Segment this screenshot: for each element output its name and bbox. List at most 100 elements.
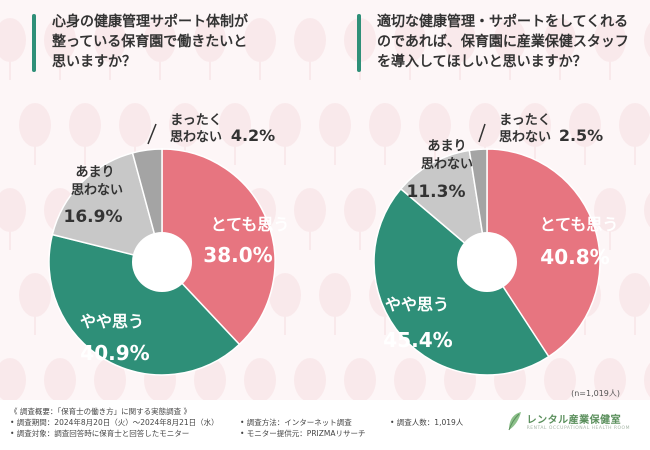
tree-trunk bbox=[284, 143, 286, 165]
tree-trunk bbox=[9, 228, 11, 250]
tree-crown bbox=[244, 18, 276, 62]
survey-notes: 《 調査概要：「保育士の働き方」に関する実態調査 》 • 調査期間：2024年8… bbox=[10, 406, 463, 439]
tree-crown bbox=[344, 188, 376, 232]
label-s2-value: 16.9% bbox=[64, 207, 123, 227]
tree-crown bbox=[344, 358, 376, 400]
tree-crown bbox=[294, 188, 326, 232]
tree-crown bbox=[594, 188, 626, 232]
tree-crown bbox=[94, 18, 126, 62]
tree-trunk bbox=[209, 58, 211, 80]
tree-crown bbox=[644, 192, 650, 228]
tree-crown bbox=[394, 18, 426, 62]
tree-crown bbox=[319, 103, 351, 147]
pie-slice-2 bbox=[51, 151, 164, 264]
tree-crown bbox=[44, 358, 76, 400]
tree-crown bbox=[0, 188, 26, 232]
label-s2-name-2: 思わない bbox=[421, 157, 473, 172]
tree-crown bbox=[0, 358, 26, 400]
pie-slice-1 bbox=[48, 233, 241, 376]
tree-trunk bbox=[84, 143, 86, 165]
label-s2-value: 11.3% bbox=[407, 182, 466, 202]
tree-trunk bbox=[584, 143, 586, 165]
tree-trunk bbox=[309, 228, 311, 250]
right-chart-panel: 適切な健康管理・サポートをしてくれる のであれば、保育園に産業保健スタッフ を導… bbox=[325, 0, 650, 400]
tree-trunk bbox=[509, 398, 511, 400]
label-s0-name: とても思う bbox=[211, 215, 290, 234]
tree-crown bbox=[369, 103, 401, 147]
pie-slice-1 bbox=[373, 187, 550, 376]
tree-crown bbox=[119, 103, 151, 147]
brand-logo: レンタル産業保健室 RENTAL OCCUPATIONAL HEALTH ROO… bbox=[505, 410, 630, 432]
tree-trunk bbox=[334, 143, 336, 165]
tree-trunk bbox=[609, 228, 611, 250]
tree-crown bbox=[519, 103, 551, 147]
tree-trunk bbox=[9, 398, 11, 400]
donut-hole bbox=[132, 232, 192, 292]
label-s0-name: とても思う bbox=[540, 215, 619, 234]
tree-trunk bbox=[9, 58, 11, 80]
survey-period: • 調査期間：2024年8月20日（火）～2024年8月21日（水） bbox=[10, 418, 219, 427]
survey-method: • 調査方法：インターネット調査 bbox=[240, 418, 352, 427]
tree-crown bbox=[394, 358, 426, 400]
tree-crown bbox=[19, 273, 51, 317]
tree-trunk bbox=[259, 58, 261, 80]
tree-crown bbox=[169, 103, 201, 147]
tree-crown bbox=[244, 358, 276, 400]
tree-crown bbox=[69, 103, 101, 147]
tree-trunk bbox=[34, 143, 36, 165]
tree-crown bbox=[644, 22, 650, 58]
tree-trunk bbox=[409, 58, 411, 80]
tree-crown bbox=[94, 358, 126, 400]
pie-slice-0 bbox=[161, 148, 276, 346]
tree-crown bbox=[619, 273, 650, 317]
label-s3-name-1: まったく bbox=[170, 113, 221, 128]
label-s3-name-2: 思わない bbox=[499, 130, 551, 145]
label-s1-name: やや思う bbox=[385, 295, 449, 314]
question-accent-bar bbox=[32, 14, 36, 72]
tree-crown bbox=[44, 18, 76, 62]
label-s2-name-1: あまり bbox=[75, 165, 114, 180]
tree-trunk bbox=[109, 58, 111, 80]
tree-trunk bbox=[559, 398, 561, 400]
tree-trunk bbox=[434, 143, 436, 165]
survey-count: • 調査人数：1,019人 bbox=[390, 418, 464, 427]
tree-trunk bbox=[359, 398, 361, 400]
tree-crown bbox=[594, 358, 626, 400]
logo-name: レンタル産業保健室 bbox=[526, 415, 622, 426]
question-line-3: 思いますか？ bbox=[52, 54, 136, 70]
question-line-2: 整っている保育園で働きたいと bbox=[52, 34, 248, 50]
tree-crown bbox=[19, 103, 51, 147]
survey-footer: 《 調査概要：「保育士の働き方」に関する実態調査 》 • 調査期間：2024年8… bbox=[0, 400, 650, 450]
label-s0-value: 38.0% bbox=[203, 243, 272, 267]
tree-crown bbox=[0, 18, 26, 62]
tree-trunk bbox=[284, 313, 286, 335]
label-s3-name-2: 思わない bbox=[170, 130, 222, 145]
tree-crown bbox=[644, 362, 650, 398]
tree-trunk bbox=[409, 398, 411, 400]
right-question: 適切な健康管理・サポートをしてくれる のであれば、保育園に産業保健スタッフ を導… bbox=[357, 12, 629, 72]
right-donut-chart: とても思う 40.8% やや思う 45.4% あまり 思わない 11.3% まっ… bbox=[373, 113, 619, 376]
label-s3-leader bbox=[147, 123, 157, 145]
tree-crown bbox=[219, 103, 251, 147]
tree-trunk bbox=[584, 313, 586, 335]
tree-trunk bbox=[384, 143, 386, 165]
question-line-3: を導入してほしいと思いますか？ bbox=[377, 54, 587, 70]
label-s3-name-1: まったく bbox=[499, 113, 550, 128]
tree-crown bbox=[619, 103, 650, 147]
tree-crown bbox=[269, 103, 301, 147]
tree-crown bbox=[494, 18, 526, 62]
tree-trunk bbox=[59, 58, 61, 80]
tree-crown bbox=[544, 358, 576, 400]
tree-crown bbox=[544, 18, 576, 62]
label-s3-value: 4.2% bbox=[231, 126, 275, 145]
left-question: 心身の健康管理サポート体制が 整っている保育園で働きたいと 思いますか？ bbox=[32, 12, 302, 72]
tree-trunk bbox=[359, 228, 361, 250]
tree-crown bbox=[594, 18, 626, 62]
tree-crown bbox=[444, 18, 476, 62]
question-line-1: 適切な健康管理・サポートをしてくれる bbox=[377, 14, 629, 30]
tree-trunk bbox=[309, 398, 311, 400]
tree-trunk bbox=[634, 143, 636, 165]
survey-overview: 《 調査概要：「保育士の働き方」に関する実態調査 》 bbox=[10, 407, 192, 416]
tree-trunk bbox=[534, 143, 536, 165]
tree-trunk bbox=[609, 398, 611, 400]
